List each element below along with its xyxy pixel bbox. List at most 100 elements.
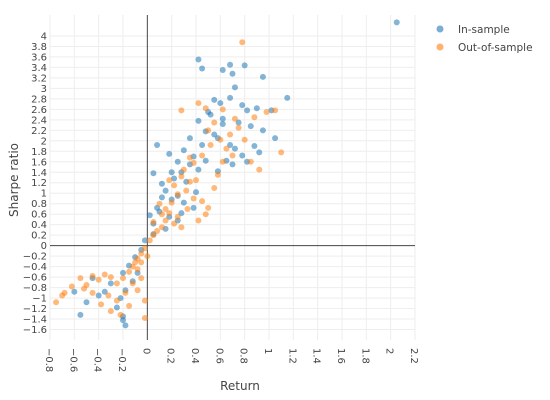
in-sample-point <box>154 142 161 148</box>
in-sample-point <box>393 19 400 26</box>
out-of-sample-point <box>235 124 242 131</box>
out-of-sample-point <box>122 289 129 296</box>
y-tick-label: 4 <box>41 31 47 42</box>
y-tick-label: 3.8 <box>31 42 47 53</box>
out-of-sample-point <box>113 297 120 304</box>
in-sample-point <box>219 115 226 122</box>
out-of-sample-point <box>171 182 178 189</box>
out-of-sample-point <box>146 237 153 244</box>
out-of-sample-point <box>202 211 209 218</box>
out-of-sample-point <box>180 166 187 173</box>
in-sample-point <box>180 147 187 154</box>
out-of-sample-point <box>219 158 226 165</box>
out-of-sample-point <box>144 253 151 260</box>
out-of-sample-point <box>162 217 169 224</box>
in-sample-point <box>229 161 236 168</box>
x-tick-label: 1 <box>262 348 273 354</box>
out-of-sample-point <box>141 245 148 252</box>
in-sample-point <box>101 288 108 295</box>
out-of-sample-point <box>171 220 178 227</box>
out-of-sample-point <box>61 289 68 296</box>
in-sample-point <box>178 210 185 217</box>
in-sample-point <box>141 237 148 244</box>
out-of-sample-point <box>134 287 141 294</box>
in-sample-point <box>195 56 202 63</box>
in-sample-point <box>122 322 129 329</box>
y-tick-label: 3.4 <box>31 63 47 74</box>
in-sample-point <box>113 304 120 311</box>
out-of-sample-point <box>195 217 202 224</box>
y-tick-labels: −1.6−1.4−1.2−1−0.8−0.6−0.4−0.200.20.40.6… <box>23 31 47 336</box>
out-of-sample-point <box>129 280 136 287</box>
out-of-sample-point <box>217 136 224 143</box>
out-of-sample-point <box>138 275 145 282</box>
legend-item-label[interactable]: In-sample <box>458 24 510 36</box>
y-tick-label: 0.6 <box>31 210 47 221</box>
out-of-sample-point <box>223 145 230 152</box>
out-of-sample-point <box>168 199 175 206</box>
y-tick-label: 0 <box>41 241 47 252</box>
out-of-sample-point <box>68 283 75 290</box>
out-of-sample-point <box>141 314 148 321</box>
out-of-sample-point <box>183 187 190 194</box>
y-tick-label: −0.8 <box>23 283 47 294</box>
out-of-sample-point <box>195 100 202 107</box>
out-of-sample-point <box>174 191 181 198</box>
out-of-sample-point <box>278 149 285 156</box>
out-of-sample-point <box>134 266 141 273</box>
out-of-sample-point <box>107 274 114 281</box>
legend-marker <box>436 43 444 51</box>
in-sample-point <box>120 269 126 276</box>
legend-item-label[interactable]: Out-of-sample <box>458 42 533 54</box>
in-sample-point <box>211 131 218 138</box>
in-sample-point <box>195 117 202 124</box>
out-of-sample-point <box>156 200 163 207</box>
out-of-sample-point <box>95 276 102 283</box>
y-tick-label: 3 <box>41 84 47 95</box>
out-of-sample-point <box>117 311 124 318</box>
out-of-sample-point <box>199 152 206 159</box>
in-sample-point <box>227 94 234 101</box>
x-tick-label: 2.2 <box>408 348 419 364</box>
out-of-sample-point <box>263 108 270 115</box>
x-tick-label: 0.2 <box>165 348 176 364</box>
legend[interactable]: In-sample Out-of-sample <box>436 24 533 54</box>
out-of-sample-point <box>98 301 105 308</box>
out-of-sample-point <box>229 152 236 159</box>
in-sample-point <box>158 194 165 201</box>
in-sample-point <box>219 67 226 74</box>
in-sample-point <box>284 94 291 101</box>
in-sample-point <box>195 166 202 173</box>
y-tick-label: −1.2 <box>23 304 47 315</box>
y-tick-label: −0.6 <box>23 273 47 284</box>
x-tick-label: 2 <box>384 348 395 354</box>
out-of-sample-point <box>162 205 169 212</box>
x-axis-title: Return <box>220 379 260 393</box>
in-sample-point <box>227 61 234 68</box>
out-of-sample-point <box>178 224 185 231</box>
y-tick-label: 3.2 <box>31 73 47 84</box>
data-points <box>53 19 400 329</box>
in-sample-point <box>199 142 206 148</box>
in-sample-point <box>186 135 193 142</box>
out-of-sample-point <box>190 195 197 202</box>
y-tick-label: 0.4 <box>31 220 47 231</box>
out-of-sample-point <box>89 273 96 280</box>
y-tick-label: 1.8 <box>31 147 47 158</box>
out-of-sample-point <box>53 299 60 306</box>
in-sample-point <box>71 288 78 295</box>
x-tick-labels: −0.8 −0.6 −0.4 −0.2 0 0.2 0.4 0.6 0.8 1 1.2 1.4 1.6 1… <box>43 348 419 372</box>
in-sample-point <box>150 170 157 177</box>
y-tick-label: −0.2 <box>23 252 47 263</box>
out-of-sample-point <box>186 154 193 161</box>
out-of-sample-point <box>120 275 126 282</box>
x-tick-label: −0.8 <box>43 348 54 372</box>
x-tick-label: 0.8 <box>238 348 249 364</box>
y-tick-label: 0.2 <box>31 231 47 242</box>
out-of-sample-point <box>126 268 133 275</box>
in-sample-point <box>211 96 218 103</box>
in-sample-point <box>199 65 206 72</box>
in-sample-point <box>219 121 226 128</box>
y-tick-label: 2.8 <box>31 94 47 105</box>
